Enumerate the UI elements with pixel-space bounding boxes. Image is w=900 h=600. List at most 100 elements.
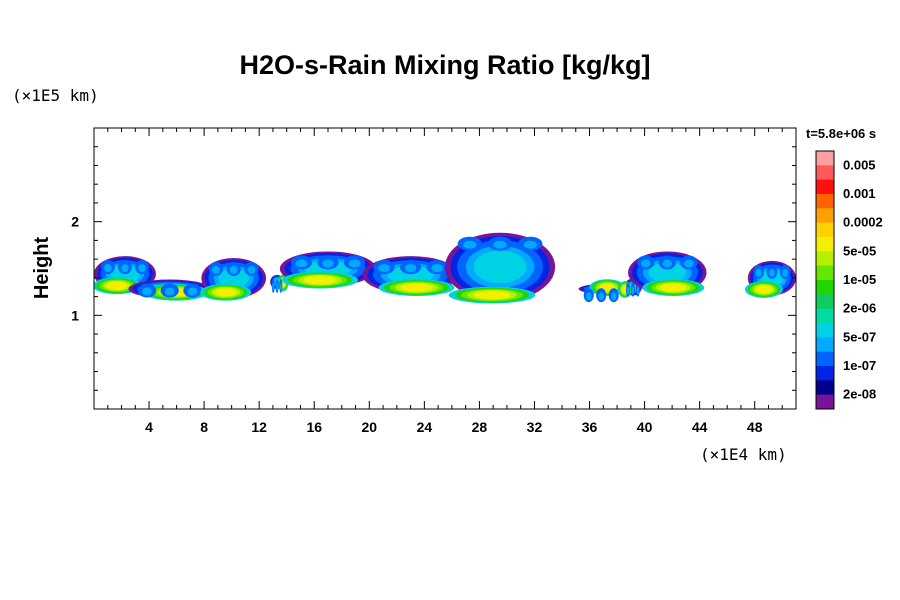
colorbar-label: 1e-05	[843, 272, 876, 287]
cloud-puff	[295, 259, 308, 268]
cloud-puff	[769, 268, 775, 277]
cloud-puff	[586, 292, 592, 301]
cloud-puff	[598, 292, 604, 301]
colorbar-label: 0.0002	[843, 215, 883, 230]
rain-core-layer	[214, 288, 237, 297]
cloud-puff	[662, 259, 673, 268]
colorbar-swatch	[816, 265, 834, 281]
cloud	[744, 260, 796, 298]
cloud-puff	[782, 268, 789, 277]
x-tick-label: 24	[417, 419, 433, 435]
cloud	[279, 251, 377, 289]
cloud	[628, 251, 707, 296]
rain-core-layer	[303, 275, 337, 285]
x-tick-label: 36	[582, 419, 598, 435]
cloud-puff	[641, 259, 651, 268]
cloud-puff	[631, 286, 634, 295]
colorbar-frame	[815, 150, 835, 410]
cloud	[128, 279, 211, 301]
cloud-puff	[164, 287, 175, 296]
cloud-layer	[218, 268, 250, 288]
rain-core-layer	[400, 283, 433, 292]
chart-title: H2O-s-Rain Mixing Ratio [kg/kg]	[239, 50, 650, 80]
cloud-puff	[276, 282, 278, 291]
time-label: t=5.8e+06 s	[806, 126, 876, 141]
cloud	[200, 258, 267, 301]
cloud-puff	[187, 287, 198, 296]
x-tick-label: 8	[200, 419, 208, 435]
colorbar-label: 0.005	[843, 157, 876, 172]
cloud-puff	[404, 264, 417, 273]
cloud-puff	[431, 264, 443, 273]
cloud-puff	[610, 292, 617, 301]
colorbar-swatch	[816, 222, 834, 238]
x-tick-label: 4	[145, 419, 153, 435]
plot-area	[94, 232, 796, 304]
colorbar-label: 5e-05	[843, 243, 876, 258]
x-unit-label: (×1E4 km)	[700, 445, 787, 464]
cloud	[578, 279, 626, 303]
colorbar-swatch	[816, 294, 834, 310]
rain-core-layer	[660, 283, 687, 292]
rain-core-layer	[473, 290, 511, 300]
colorbar-swatch	[816, 151, 834, 166]
cloud-puff	[684, 259, 694, 268]
cloud-puff	[272, 282, 275, 291]
colorbar-swatch	[816, 237, 834, 252]
cloud-puff	[322, 259, 334, 268]
cloud-puff	[247, 266, 256, 275]
cloud-puff	[523, 240, 537, 249]
cloud-puff	[755, 268, 762, 277]
y-tick-label: 2	[71, 214, 79, 230]
colorbar-label: 0.001	[843, 186, 876, 201]
y-tick-label: 1	[71, 307, 79, 323]
cloud-puff	[229, 266, 238, 275]
colorbar-label: 2e-08	[843, 387, 876, 402]
x-tick-label: 20	[362, 419, 378, 435]
cloud-puff	[348, 259, 361, 268]
x-tick-label: 12	[251, 419, 267, 435]
colorbar-swatch	[816, 380, 834, 396]
y-axis-label: Height	[31, 237, 53, 300]
rain-core-layer	[755, 285, 773, 294]
cloud-puff	[378, 264, 390, 273]
cloud-puff	[280, 282, 282, 291]
colorbar-label: 5e-07	[843, 329, 876, 344]
rain-core-layer	[106, 281, 128, 290]
plot-frame	[93, 127, 797, 410]
cloud-layer	[648, 262, 687, 283]
cloud	[445, 232, 556, 304]
colorbar-label: 2e-06	[843, 301, 876, 316]
cloud-puff	[212, 266, 220, 275]
cloud-puff	[121, 264, 129, 273]
x-tick-label: 28	[472, 419, 488, 435]
colorbar-swatch	[816, 366, 834, 381]
cloud-puff	[626, 286, 630, 295]
colorbar-swatch	[816, 394, 834, 410]
colorbar-swatch	[816, 323, 834, 338]
x-tick-label: 40	[637, 419, 653, 435]
x-tick-label: 48	[747, 419, 763, 435]
colorbar-swatch	[816, 194, 834, 209]
colorbar-swatch	[816, 308, 834, 324]
cloud-puff	[142, 287, 152, 296]
y-unit-label: (×1E5 km)	[12, 86, 99, 105]
cloud	[362, 256, 459, 296]
x-tick-label: 44	[692, 419, 708, 435]
cloud-puff	[463, 240, 477, 249]
cloud-layer	[473, 250, 527, 284]
colorbar-label: 1e-07	[843, 358, 876, 373]
colorbar-swatch	[816, 251, 834, 267]
colorbar-swatch	[816, 165, 834, 181]
cloud	[94, 256, 156, 295]
x-tick-label: 16	[306, 419, 322, 435]
colorbar: 0.005 0.001 0.0002 5e-05 1e-05 2e-06 5e-07 1e-0…	[815, 150, 883, 410]
colorbar-swatch	[816, 351, 834, 367]
colorbar-swatch	[816, 179, 834, 195]
cloud-puff	[104, 264, 112, 273]
cloud-puff	[493, 240, 507, 249]
cloud-puff	[138, 264, 146, 273]
cloud-puff	[636, 286, 639, 295]
